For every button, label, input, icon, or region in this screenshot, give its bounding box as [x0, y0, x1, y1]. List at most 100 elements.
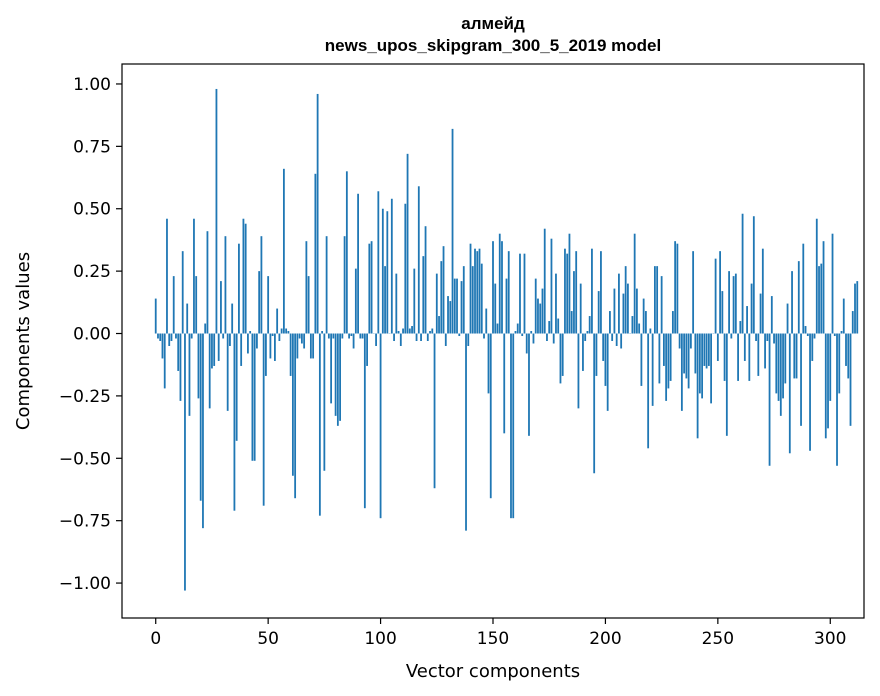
bar	[471, 266, 474, 334]
bar	[665, 333, 668, 401]
bar	[618, 273, 620, 334]
bar	[800, 333, 802, 426]
bar	[197, 333, 200, 399]
bar	[386, 211, 389, 334]
bar	[366, 333, 368, 366]
bar	[496, 323, 499, 334]
bar	[822, 241, 825, 334]
bar	[381, 208, 384, 334]
bar	[503, 333, 506, 434]
bar	[168, 333, 171, 346]
bar	[229, 333, 231, 346]
x-tick-label: 250	[702, 629, 734, 649]
bar	[411, 326, 413, 334]
bar	[186, 303, 189, 334]
bar	[359, 333, 362, 339]
bar	[269, 333, 272, 359]
bar	[840, 331, 843, 334]
bar	[577, 333, 580, 409]
bar	[609, 311, 611, 334]
bar	[669, 333, 672, 381]
bar	[485, 308, 488, 334]
bar	[770, 296, 773, 334]
chart-subtitle: news_upos_skipgram_300_5_2019 model	[325, 36, 661, 55]
bar	[510, 333, 512, 519]
bar	[352, 333, 355, 349]
bar	[730, 333, 733, 339]
bar	[458, 333, 461, 337]
bar	[267, 276, 270, 334]
bar	[184, 333, 186, 591]
bar	[220, 281, 222, 334]
x-tick-label: 100	[364, 629, 396, 649]
bar	[417, 186, 420, 334]
bar	[622, 293, 625, 334]
bar	[202, 333, 204, 529]
bar	[343, 236, 346, 334]
bar	[424, 226, 427, 334]
bar	[775, 333, 778, 394]
bar	[431, 328, 434, 334]
bar	[653, 266, 656, 334]
bar	[698, 333, 701, 394]
bar	[467, 333, 470, 346]
y-tick-label: 0.00	[73, 325, 111, 345]
bar	[523, 253, 526, 334]
bar	[413, 268, 416, 334]
bar	[492, 241, 494, 334]
bar	[253, 333, 256, 461]
bar	[534, 278, 537, 334]
bar	[260, 236, 263, 334]
bar	[460, 281, 463, 334]
bar	[827, 333, 829, 429]
bar	[809, 333, 811, 451]
bar	[249, 331, 252, 334]
bar	[786, 303, 789, 334]
bar	[539, 303, 542, 334]
bar	[348, 333, 350, 339]
bar	[676, 243, 679, 334]
y-axis-label: Components values	[13, 252, 34, 430]
bar	[199, 333, 202, 501]
bar	[573, 271, 575, 334]
bar	[845, 333, 847, 366]
bar	[406, 153, 409, 334]
bar	[287, 331, 290, 334]
bar	[606, 333, 609, 411]
y-tick-label: 0.25	[73, 262, 111, 282]
bar	[215, 88, 218, 334]
bar	[766, 333, 769, 341]
bar	[768, 333, 771, 466]
bar	[332, 333, 335, 339]
bar	[732, 276, 735, 334]
bar	[303, 333, 306, 349]
bar	[190, 333, 193, 339]
bar	[555, 273, 557, 334]
bar	[489, 333, 492, 499]
bar	[640, 333, 643, 386]
bar	[743, 333, 746, 361]
bar	[161, 333, 164, 359]
bar	[224, 236, 227, 334]
bar	[251, 333, 254, 461]
bar	[802, 243, 805, 334]
bar	[584, 333, 587, 341]
bar	[548, 321, 551, 334]
bar	[494, 283, 497, 334]
bar	[842, 298, 845, 334]
bar	[784, 333, 787, 384]
bar	[233, 333, 236, 511]
bar	[651, 333, 654, 406]
bar	[741, 213, 744, 334]
bar	[716, 333, 719, 361]
bar	[195, 276, 198, 334]
bar	[516, 323, 519, 334]
bar	[813, 333, 816, 339]
bar	[242, 218, 245, 334]
bar	[707, 333, 710, 366]
bar	[213, 333, 216, 366]
bar	[271, 333, 274, 337]
bar	[833, 333, 836, 337]
bar	[759, 293, 762, 334]
bar	[379, 333, 382, 519]
